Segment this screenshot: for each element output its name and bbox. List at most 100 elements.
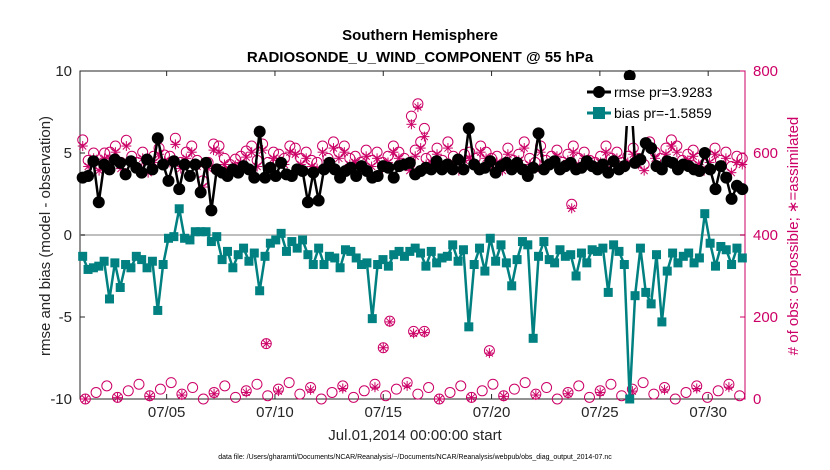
asterisk-stroke (274, 387, 283, 395)
obs-assimilated-marker (671, 147, 682, 158)
obs-assimilated-marker (246, 147, 257, 158)
asterisk-stroke (306, 385, 315, 394)
asterisk-stroke (660, 385, 669, 394)
asterisk-stroke (738, 160, 747, 169)
obs-assimilated-marker (519, 143, 530, 154)
obs-possible-marker (444, 386, 456, 398)
series-point (698, 147, 711, 159)
obs-assimilated-marker (328, 143, 339, 154)
obs-assimilated-marker (442, 143, 453, 154)
asterisk-stroke (667, 142, 676, 150)
x-axis-label: Jul.01,2014 00:00:00 start (328, 427, 502, 444)
asterisk-stroke (409, 329, 418, 338)
series-point (652, 250, 662, 260)
series-point (373, 260, 383, 270)
series-point (194, 186, 207, 199)
series-point (314, 243, 324, 253)
obs-assimilated-marker (241, 387, 252, 398)
series-point (131, 251, 141, 261)
series-point (523, 240, 533, 250)
series-point (303, 250, 313, 260)
obs-possible-marker (476, 385, 488, 397)
obs-assimilated-marker (339, 147, 350, 158)
series-point (350, 169, 363, 182)
series-point (383, 261, 393, 271)
series-point (560, 251, 570, 261)
series-point (115, 282, 125, 292)
asterisk-stroke (362, 152, 371, 161)
series-point (528, 333, 538, 343)
obs-assimilated-marker (530, 390, 541, 401)
asterisk-stroke (596, 388, 605, 397)
legend-rmse-marker (593, 86, 605, 98)
series-point (732, 243, 742, 253)
series-point (357, 260, 367, 270)
series-point (137, 255, 147, 265)
asterisk-stroke (722, 154, 730, 163)
asterisk-stroke (373, 154, 381, 163)
obs-assimilated-marker (710, 149, 721, 160)
series-point (464, 322, 474, 332)
asterisk-stroke (403, 382, 411, 390)
series-point (389, 250, 399, 260)
series-point (576, 248, 586, 258)
obs-possible-marker (680, 386, 692, 398)
series-point (87, 155, 100, 168)
series-point (484, 155, 497, 168)
series-point (141, 153, 154, 166)
series-point (662, 266, 672, 276)
asterisk-stroke (385, 318, 394, 326)
series-point (371, 169, 384, 182)
series-point (394, 246, 404, 256)
series-point (206, 237, 216, 247)
series-point (330, 253, 340, 263)
obs-assimilated-marker (498, 391, 509, 402)
series-point (550, 258, 560, 268)
series-point (178, 158, 191, 171)
obs-possible-marker (187, 382, 199, 394)
obs-assimilated-marker (261, 338, 272, 349)
obs-assimilated-marker (659, 384, 670, 395)
series-point (174, 204, 184, 214)
chart-subtitle: RADIOSONDE_U_WIND_COMPONENT @ 55 hPa (247, 49, 594, 66)
series-point (83, 264, 93, 274)
obs-assimilated-marker (317, 147, 328, 158)
obs-assimilated-marker (691, 383, 702, 394)
asterisk-stroke (640, 166, 649, 175)
asterisk-stroke (673, 148, 681, 157)
legend-box (583, 80, 743, 126)
asterisk-stroke (499, 392, 508, 401)
asterisk-stroke (531, 391, 540, 399)
y-tick-label: -10 (50, 391, 72, 408)
obs-possible-marker (133, 378, 145, 390)
series-point (555, 245, 565, 255)
series-point (410, 243, 420, 253)
series-point (135, 166, 148, 179)
series-point (180, 233, 190, 243)
asterisk-stroke (420, 328, 429, 337)
series-point (602, 166, 615, 179)
series-point (200, 156, 213, 169)
series-point (78, 251, 88, 261)
obs-assimilated-marker (209, 388, 220, 399)
obs-assimilated-marker (484, 348, 495, 359)
obs-assimilated-marker (466, 392, 477, 403)
x-axis: 07/05 07/10 07/15 07/20 07/25 07/30 (148, 71, 727, 421)
asterisk-stroke (564, 389, 572, 398)
obs-assimilated-marker (419, 131, 430, 142)
series-point (539, 237, 549, 247)
series-point (253, 125, 266, 138)
asterisk-stroke (178, 391, 186, 399)
series-point (646, 299, 656, 309)
series-point (104, 294, 114, 304)
series-point (403, 156, 416, 169)
asterisk-stroke (435, 395, 444, 403)
series-point (255, 286, 265, 296)
series-point (442, 251, 452, 261)
series-point (582, 258, 592, 268)
asterisk-stroke (379, 343, 388, 352)
series-point (684, 248, 694, 258)
obs-assimilated-marker (475, 147, 486, 158)
obs-possible-marker (326, 386, 338, 398)
